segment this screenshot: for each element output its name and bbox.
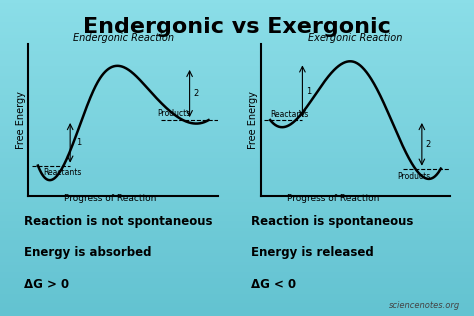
Title: Exergonic Reaction: Exergonic Reaction <box>308 33 403 44</box>
Text: ΔG > 0: ΔG > 0 <box>24 278 69 291</box>
Title: Endergonic Reaction: Endergonic Reaction <box>73 33 174 44</box>
Text: 1: 1 <box>76 138 81 147</box>
Text: Progress of Reaction: Progress of Reaction <box>287 194 379 203</box>
Text: Products: Products <box>397 172 430 181</box>
Text: ΔG < 0: ΔG < 0 <box>251 278 296 291</box>
Y-axis label: Free Energy: Free Energy <box>248 91 258 149</box>
Text: 2: 2 <box>426 140 431 149</box>
Text: Products: Products <box>157 108 191 118</box>
Text: sciencenotes.org: sciencenotes.org <box>389 301 460 310</box>
Text: Progress of Reaction: Progress of Reaction <box>64 194 156 203</box>
Text: Energy is absorbed: Energy is absorbed <box>24 246 151 259</box>
Text: Reactants: Reactants <box>270 110 309 119</box>
Text: Energy is released: Energy is released <box>251 246 374 259</box>
Text: 2: 2 <box>193 89 199 98</box>
Text: 1: 1 <box>306 87 311 96</box>
Text: Endergonic vs Exergonic: Endergonic vs Exergonic <box>83 17 391 37</box>
Text: Reaction is not spontaneous: Reaction is not spontaneous <box>24 215 212 228</box>
Text: Reaction is spontaneous: Reaction is spontaneous <box>251 215 414 228</box>
Y-axis label: Free Energy: Free Energy <box>16 91 26 149</box>
Text: Reactants: Reactants <box>44 168 82 177</box>
